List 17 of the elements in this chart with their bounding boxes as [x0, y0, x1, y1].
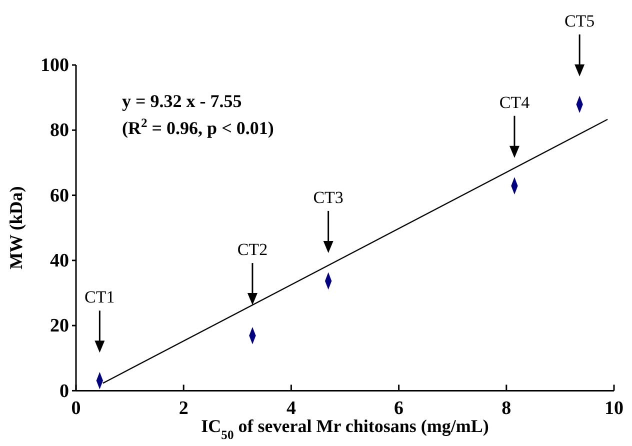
- y-tick-label: 80: [50, 120, 69, 142]
- y-tick-label: 20: [50, 316, 69, 337]
- annotation: CT1: [84, 288, 115, 307]
- annotation: CT3: [313, 188, 344, 207]
- y-tick-label: 60: [50, 185, 69, 206]
- y-tick-label: 0: [60, 380, 69, 402]
- y-tick-label: 40: [50, 250, 69, 272]
- y-axis-title: MW (kDa): [6, 186, 26, 270]
- annotation: (R$^{2}$ = 0.96, p < 0.01): [122, 116, 274, 138]
- annotation: y = 9.32 x - 7.55: [122, 91, 242, 111]
- y-tick-label: 100: [40, 55, 69, 76]
- annotation: CT2: [237, 240, 268, 260]
- x-tick-label: 2: [178, 398, 188, 420]
- annotation: CT4: [499, 92, 530, 112]
- x-tick-label: 10: [604, 398, 624, 420]
- text: CT5: [564, 11, 595, 30]
- x-tick-label: 8: [502, 398, 512, 420]
